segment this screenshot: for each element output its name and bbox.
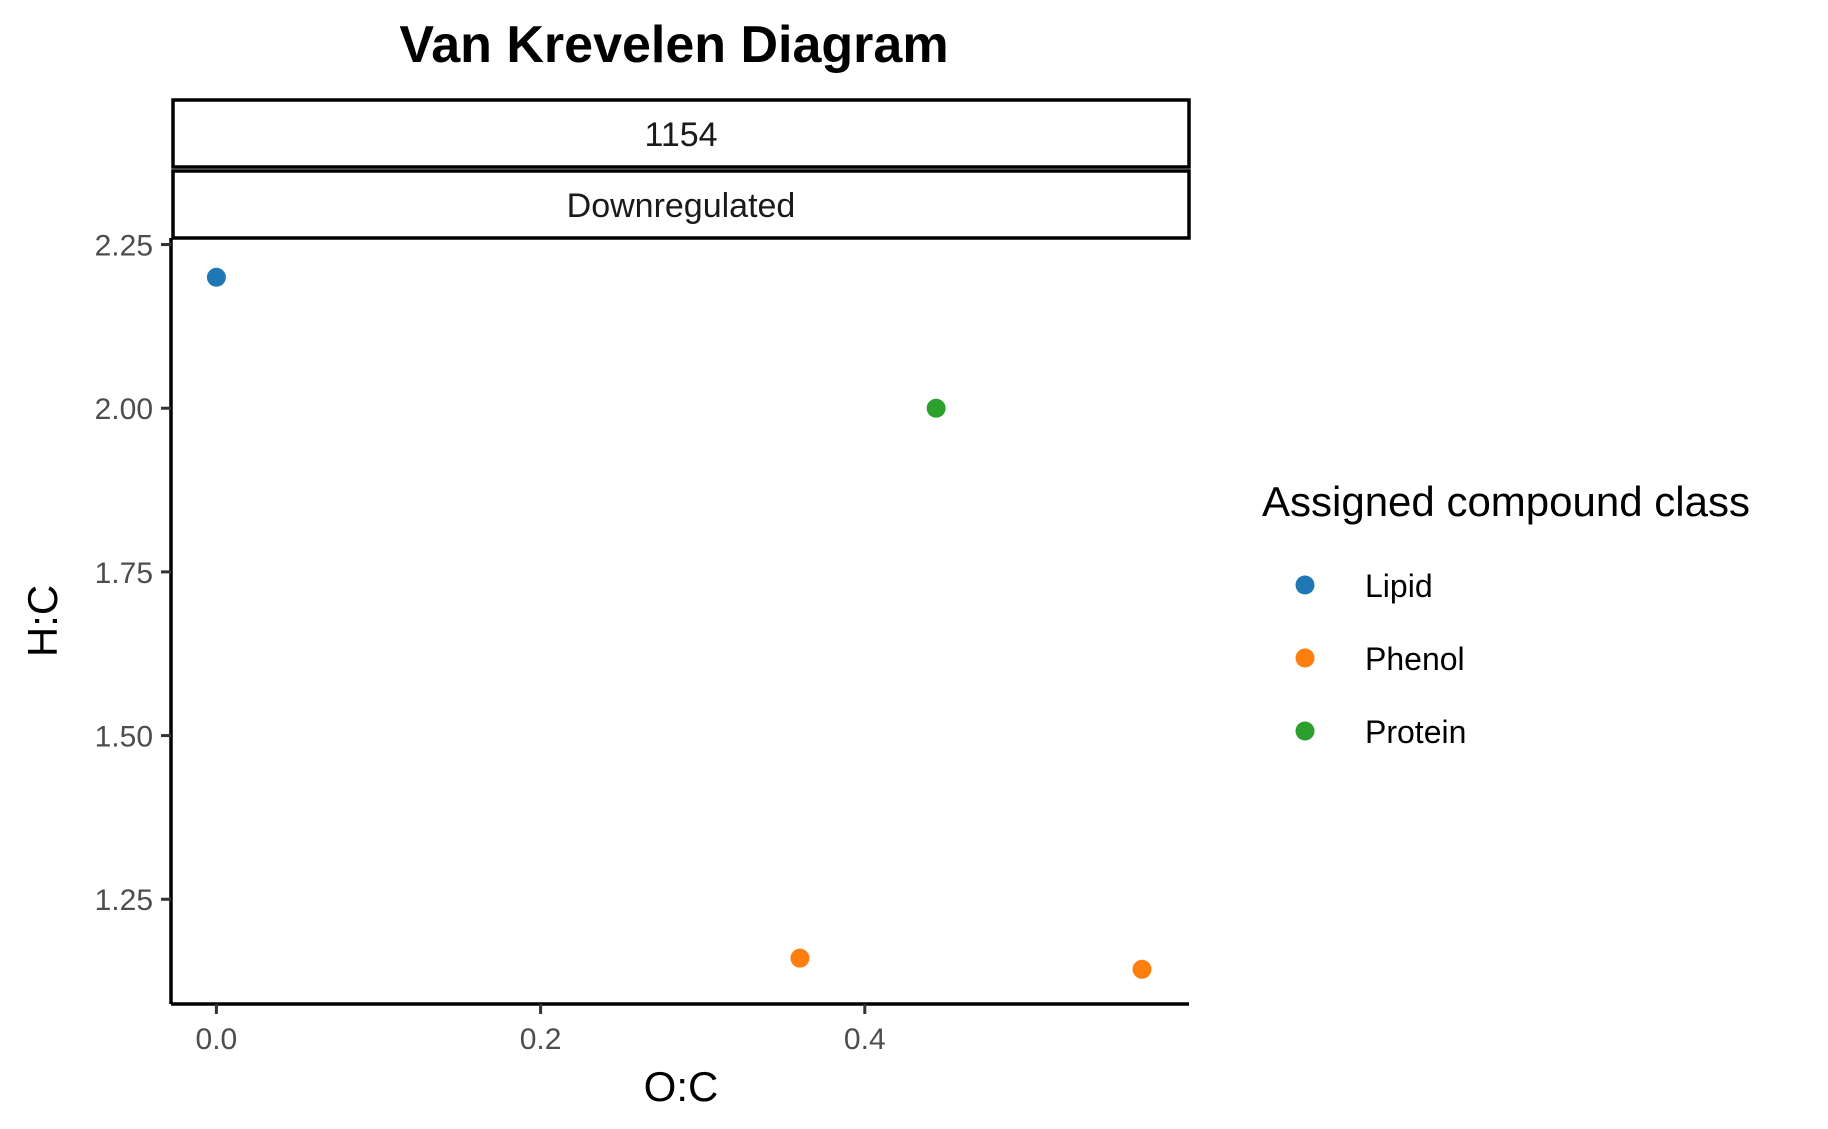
legend-label-lipid: Lipid bbox=[1365, 568, 1433, 604]
x-tick-label: 0.4 bbox=[844, 1023, 886, 1056]
y-tick-label: 1.50 bbox=[95, 721, 153, 754]
data-point-phenol bbox=[1132, 959, 1152, 979]
data-point-lipid bbox=[206, 267, 226, 287]
y-tick-label: 1.75 bbox=[95, 557, 153, 590]
legend-key-protein bbox=[1295, 721, 1315, 741]
facet-strip-top: 1154 bbox=[171, 98, 1191, 169]
chart-title: Van Krevelen Diagram bbox=[399, 16, 948, 74]
y-tick-label: 2.25 bbox=[95, 230, 153, 263]
facet-label-id: 1154 bbox=[644, 116, 717, 154]
x-axis-title: O:C bbox=[644, 1063, 719, 1110]
data-point-phenol bbox=[790, 948, 810, 968]
y-axis-ticks: 1.25 1.50 1.75 2.00 2.25 bbox=[95, 230, 171, 917]
legend-key-lipid bbox=[1295, 575, 1315, 595]
legend-title: Assigned compound class bbox=[1262, 478, 1750, 525]
data-point-protein bbox=[926, 398, 946, 418]
legend-label-phenol: Phenol bbox=[1365, 641, 1465, 677]
x-axis-ticks: 0.0 0.2 0.4 bbox=[196, 1004, 886, 1056]
plot-area bbox=[206, 267, 1152, 979]
facet-strip-bottom: Downregulated bbox=[171, 169, 1191, 240]
y-axis-title: H:C bbox=[19, 585, 66, 657]
legend-label-protein: Protein bbox=[1365, 714, 1466, 750]
y-tick-label: 2.00 bbox=[95, 393, 153, 426]
y-tick-label: 1.25 bbox=[95, 884, 153, 917]
x-tick-label: 0.2 bbox=[520, 1023, 562, 1056]
facet-label-regulation: Downregulated bbox=[567, 187, 796, 225]
x-tick-label: 0.0 bbox=[196, 1023, 238, 1056]
legend: Assigned compound class Lipid Phenol Prote… bbox=[1262, 478, 1750, 750]
legend-key-phenol bbox=[1295, 648, 1315, 668]
